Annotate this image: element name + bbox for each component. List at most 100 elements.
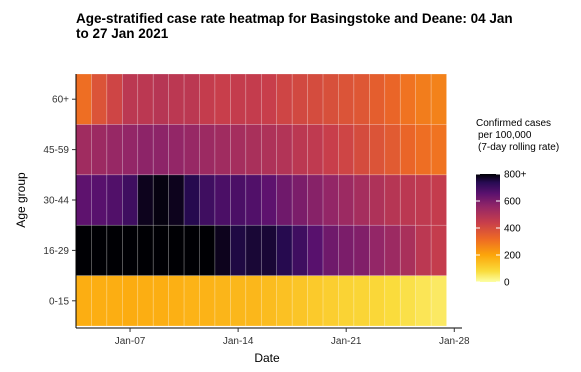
- heatmap-cell: [415, 73, 432, 125]
- heatmap-cell: [152, 174, 169, 226]
- heatmap-cell: [75, 275, 92, 327]
- color-legend: Confirmed cases per 100,000 (7-day rolli…: [476, 118, 559, 289]
- heatmap-cell: [168, 275, 185, 327]
- heatmap-cell: [245, 124, 262, 176]
- heatmap-cell: [353, 124, 370, 176]
- heatmap-cell: [122, 275, 139, 327]
- heatmap-cell: [230, 174, 247, 226]
- y-tick-label: 0-15: [49, 296, 69, 307]
- heatmap-cell: [322, 124, 339, 176]
- x-tick-label: Jan-14: [223, 336, 254, 347]
- legend-ticks: 800+ 600 400 200 0: [476, 170, 527, 289]
- heatmap-cell: [430, 124, 447, 176]
- legend-title-line-2: per 100,000: [478, 130, 532, 141]
- heatmap-cell: [168, 124, 185, 176]
- heatmap-cell: [307, 224, 324, 276]
- heatmap-cell: [245, 73, 262, 125]
- heatmap-cell: [214, 124, 231, 176]
- y-tick-label: 16-29: [43, 246, 69, 257]
- heatmap-cell: [91, 174, 108, 226]
- heatmap-cell: [307, 275, 324, 327]
- heatmap-cell: [369, 275, 386, 327]
- heatmap-cell: [338, 224, 355, 276]
- y-axis: 0-15 16-29 30-44 45-59 60+: [43, 74, 77, 328]
- x-axis-title: Date: [254, 351, 280, 365]
- heatmap-cell: [260, 73, 278, 125]
- heatmap-cell: [291, 224, 308, 276]
- legend-title-line-3: (7-day rolling rate): [478, 142, 559, 153]
- heatmap-cell: [168, 224, 185, 276]
- heatmap-cell: [338, 275, 355, 327]
- heatmap-cell: [369, 124, 386, 176]
- heatmap-cell: [106, 73, 123, 125]
- heatmap-cell: [137, 73, 154, 125]
- chart-title: Age-stratified case rate heatmap for Bas…: [76, 11, 513, 41]
- heatmap-cell: [384, 275, 401, 327]
- heatmap-cell: [307, 73, 324, 125]
- heatmap-cell: [152, 124, 169, 176]
- heatmap-cell: [168, 73, 185, 125]
- heatmap-cell: [430, 174, 447, 226]
- heatmap-cell: [322, 275, 339, 327]
- heatmap-cell: [168, 174, 185, 226]
- heatmap-cell: [152, 275, 169, 327]
- x-tick-label: Jan-21: [331, 336, 362, 347]
- heatmap-cell: [75, 174, 92, 226]
- heatmap-cell: [199, 124, 216, 176]
- legend-tick-label: 600: [504, 197, 521, 208]
- legend-tick-label: 800+: [504, 170, 527, 181]
- heatmap-cell: [214, 174, 231, 226]
- heatmap-cell: [137, 224, 154, 276]
- heatmap-cell: [369, 73, 386, 125]
- heatmap-cell: [338, 73, 355, 125]
- heatmap-cell: [353, 73, 370, 125]
- heatmap-cell: [230, 73, 247, 125]
- heatmap-cell: [430, 224, 447, 276]
- heatmap-cell: [122, 174, 139, 226]
- heatmap-cell: [137, 275, 154, 327]
- heatmap-cell: [183, 275, 200, 327]
- heatmap-cell: [183, 73, 200, 125]
- heatmap-cell: [199, 224, 216, 276]
- heatmap-cell: [106, 124, 123, 176]
- heatmap-cell: [369, 174, 386, 226]
- heatmap-cell: [137, 174, 154, 226]
- heatmap-cell: [260, 224, 278, 276]
- heatmap-cell: [430, 275, 447, 327]
- heatmap-cell: [399, 174, 416, 226]
- heatmap-cell: [152, 73, 169, 125]
- heatmap-cell: [291, 174, 308, 226]
- heatmap-cell: [230, 224, 247, 276]
- heatmap-cell: [214, 275, 231, 327]
- heatmap-cell: [183, 224, 200, 276]
- heatmap-cell: [415, 275, 432, 327]
- heatmap-cell: [91, 124, 108, 176]
- legend-tick-label: 0: [504, 278, 510, 289]
- heatmap-cell: [91, 73, 108, 125]
- y-tick-label: 45-59: [43, 145, 69, 156]
- heatmap-cell: [230, 124, 247, 176]
- heatmap-cell: [338, 124, 355, 176]
- heatmap-cell: [399, 73, 416, 125]
- heatmap-cell: [369, 224, 386, 276]
- heatmap-cell: [322, 224, 339, 276]
- heatmap-cell: [91, 224, 108, 276]
- legend-tick-label: 400: [504, 224, 521, 235]
- legend-title-line-1: Confirmed cases: [476, 118, 551, 129]
- heatmap-cell: [307, 124, 324, 176]
- heatmap-cell: [183, 124, 200, 176]
- heatmap-cell: [260, 275, 278, 327]
- heatmap-cell: [384, 224, 401, 276]
- heatmap-cell: [276, 224, 293, 276]
- heatmap-cell: [276, 275, 293, 327]
- legend-tick-label: 200: [504, 251, 521, 262]
- heatmap-cell: [430, 73, 447, 125]
- heatmap-cell: [91, 275, 108, 327]
- y-tick-label: 30-44: [43, 196, 69, 207]
- heatmap-cell: [137, 124, 154, 176]
- heatmap-cell: [415, 224, 432, 276]
- heatmap-cell: [415, 174, 432, 226]
- x-tick-label: Jan-28: [439, 336, 470, 347]
- heatmap-cell: [199, 73, 216, 125]
- heatmap-cell: [291, 275, 308, 327]
